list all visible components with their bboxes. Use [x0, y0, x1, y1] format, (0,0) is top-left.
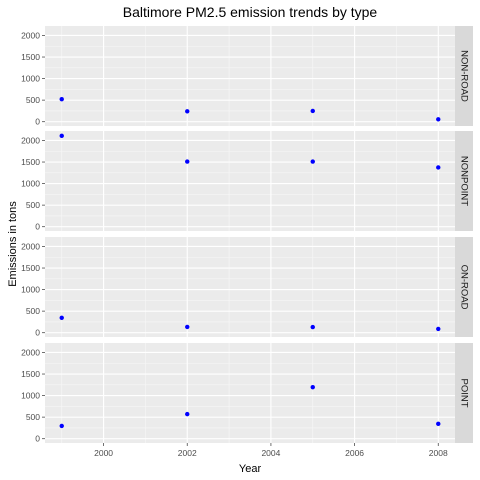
data-point: [185, 109, 190, 114]
y-tick-label: 1000: [21, 391, 40, 401]
y-tick-label: 0: [35, 222, 40, 232]
data-point: [310, 384, 315, 390]
facet-panels: 0 500 1000 1500 2000 NON-ROAD 0 500 1000 1500 2000…: [21, 26, 473, 444]
x-tick-label: 2000: [94, 448, 113, 458]
y-tick-label: 1000: [21, 74, 40, 84]
panel-background: [45, 26, 455, 126]
facet-strip-label: NONPOINT: [458, 156, 469, 206]
data-point: [185, 324, 190, 330]
data-point: [59, 315, 64, 320]
data-point: [185, 411, 190, 417]
y-tick-label: 500: [26, 306, 40, 316]
x-axis-title: Year: [239, 463, 262, 475]
y-tick-label: 2000: [21, 30, 40, 40]
y-tick-label: 0: [35, 434, 40, 444]
data-point: [436, 117, 441, 122]
x-tick-label: 2004: [261, 448, 280, 458]
data-point: [436, 326, 441, 332]
y-tick-label: 0: [35, 328, 40, 338]
y-tick-label: 1500: [21, 263, 40, 273]
y-tick-label: 1000: [21, 179, 40, 189]
y-tick-label: 500: [26, 200, 40, 210]
facet-strip-label: POINT: [458, 378, 469, 407]
panel-background: [45, 131, 455, 231]
facet-strip: [455, 343, 473, 443]
facet-panel-point: 0 500 1000 1500 2000 POINT: [21, 343, 473, 444]
data-point: [436, 165, 441, 170]
facet-strip-label: NON-ROAD: [458, 50, 469, 102]
y-tick-label: 2000: [21, 241, 40, 251]
facet-strip: [455, 237, 473, 337]
facet-strip-label: ON-ROAD: [458, 265, 469, 310]
x-tick-label: 2002: [178, 448, 197, 458]
y-tick-label: 500: [26, 412, 40, 422]
y-axis-title: Emissions in tons: [7, 201, 19, 287]
chart-title: Baltimore PM2.5 emission trends by type: [123, 4, 378, 20]
data-point: [436, 421, 441, 427]
y-tick-label: 500: [26, 95, 40, 105]
x-axis: 2000 2002 2004 2006 2008: [94, 443, 448, 458]
y-tick-label: 0: [35, 117, 40, 127]
facet-panel-nonpoint: 0 500 1000 1500 2000 NONPOINT: [21, 131, 473, 232]
y-tick-label: 1500: [21, 369, 40, 379]
data-point: [310, 108, 315, 114]
panel-background: [45, 343, 455, 443]
y-tick-label: 2000: [21, 135, 40, 145]
y-tick-label: 2000: [21, 347, 40, 357]
facet-strip: [455, 131, 473, 231]
facet-panel-on-road: 0 500 1000 1500 2000 ON-ROAD: [21, 237, 473, 338]
facet-strip: [455, 26, 473, 126]
y-tick-label: 1500: [21, 157, 40, 167]
data-point: [59, 423, 64, 429]
data-point: [59, 133, 64, 139]
facet-panel-non-road: 0 500 1000 1500 2000 NON-ROAD: [21, 26, 473, 127]
y-tick-label: 1500: [21, 52, 40, 62]
data-point: [185, 159, 190, 164]
x-tick-label: 2006: [345, 448, 364, 458]
data-point: [310, 324, 315, 330]
data-point: [59, 96, 64, 102]
panel-background: [45, 237, 455, 337]
y-tick-label: 1000: [21, 285, 40, 295]
data-point: [310, 159, 315, 164]
x-tick-label: 2008: [429, 448, 448, 458]
